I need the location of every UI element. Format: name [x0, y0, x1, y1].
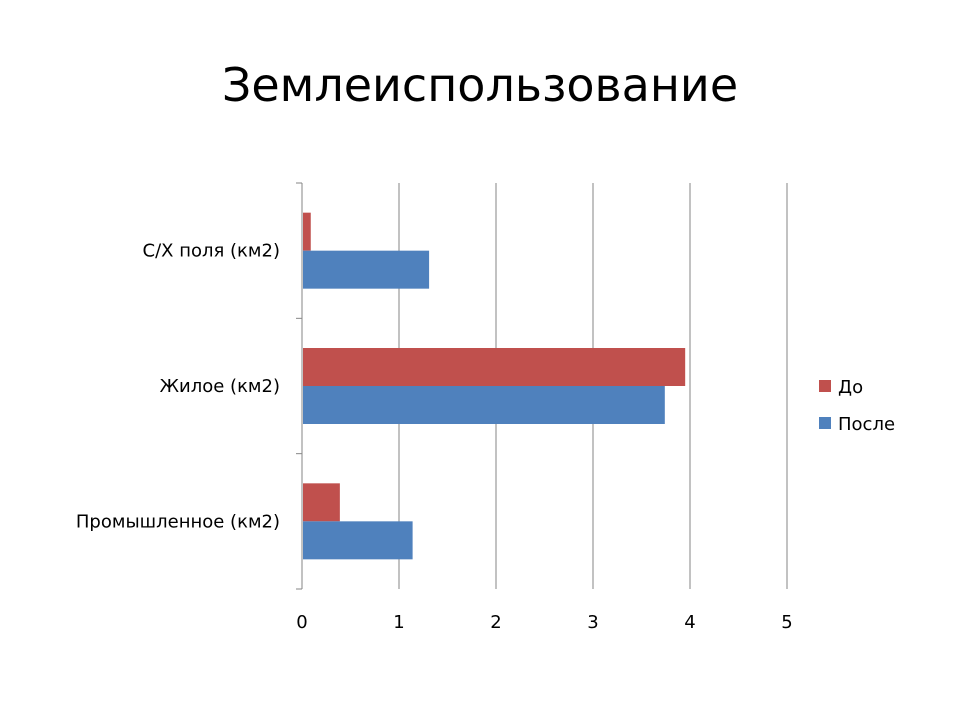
- bar-posle: [303, 250, 430, 289]
- legend-label: До: [838, 377, 863, 398]
- bar-posle: [303, 386, 665, 424]
- legend-swatch: [819, 417, 831, 429]
- x-tick-label: 2: [490, 612, 501, 633]
- bar-do: [303, 212, 311, 251]
- x-tick-label: 0: [296, 612, 307, 633]
- x-tick-label: 4: [684, 612, 695, 633]
- legend-label: После: [838, 414, 895, 435]
- x-tick-label: 3: [587, 612, 598, 633]
- x-tick-label: 1: [393, 612, 404, 633]
- bar-posle: [303, 521, 413, 560]
- chart-title: Землеиспользование: [221, 58, 739, 112]
- bar-do: [303, 483, 340, 522]
- category-label: С/Х поля (км2): [143, 241, 280, 262]
- bar-do: [303, 348, 686, 386]
- legend-swatch: [819, 380, 831, 392]
- x-tick-label: 5: [781, 612, 792, 633]
- category-label: Жилое (км2): [160, 376, 280, 397]
- category-label: Промышленное (км2): [76, 511, 280, 532]
